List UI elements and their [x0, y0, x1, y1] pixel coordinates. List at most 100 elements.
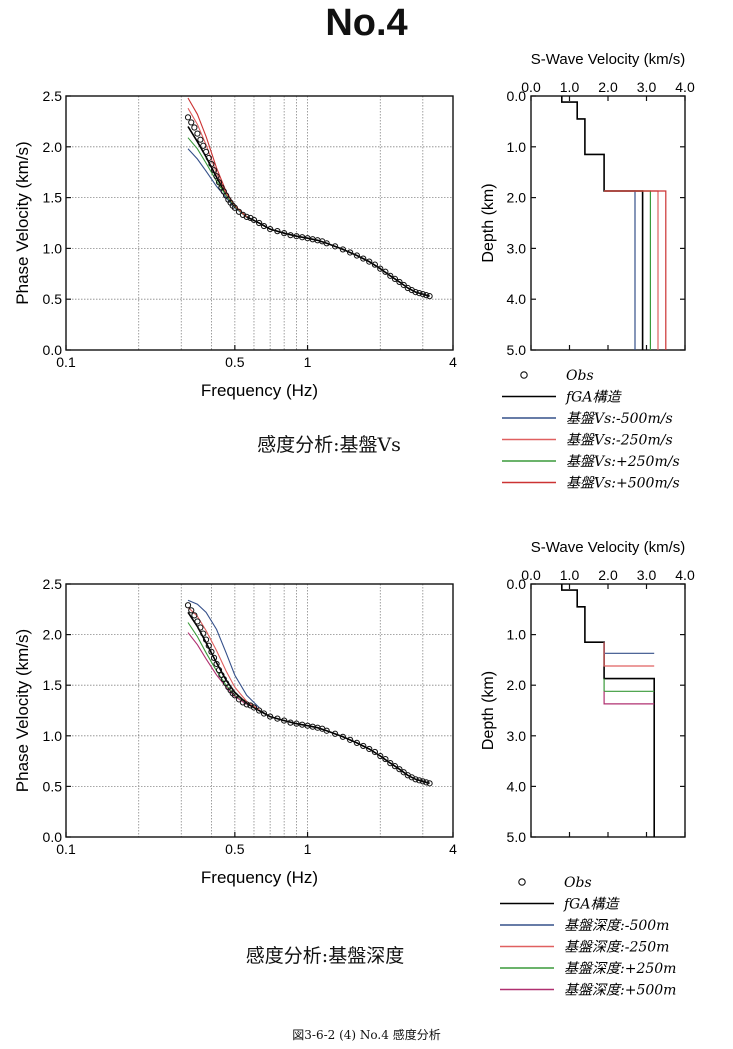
x-tick-label: 1: [304, 354, 312, 370]
legend-label: 基盤Vs:-250m/s: [566, 433, 673, 449]
obs-point: [371, 748, 379, 756]
obs-point: [426, 780, 433, 787]
x-tick-label: 2.0: [598, 79, 618, 95]
obs-point: [416, 290, 423, 297]
obs-point: [274, 228, 281, 235]
obs-point: [205, 642, 212, 649]
chart-title: S-Wave Velocity (km/s): [531, 51, 685, 68]
figure-caption: 図3-6-2 (4) No.4 感度分析: [292, 1028, 441, 1042]
y-tick-label: 2.0: [43, 139, 63, 155]
obs-point: [267, 225, 274, 233]
x-tick-label: 4.0: [675, 79, 695, 95]
obs-point: [382, 755, 389, 763]
profile-line: [603, 642, 655, 654]
obs-point: [360, 255, 367, 262]
chart-title: S-Wave Velocity (km/s): [531, 539, 685, 556]
profile-line: [604, 190, 652, 350]
y-tick-label: 0.5: [43, 778, 63, 794]
y-tick-label: 0.0: [43, 829, 63, 845]
legend-label: 基盤深度:+500m: [564, 983, 676, 999]
obs-point: [202, 636, 210, 643]
obs-point: [339, 246, 346, 253]
obs-point: [366, 258, 373, 265]
y-tick-label: 2.5: [43, 88, 63, 104]
y-tick-label: 3.0: [507, 240, 527, 256]
y-axis-title: Depth (km): [480, 671, 497, 750]
obs-point: [260, 222, 268, 230]
obs-point: [419, 291, 426, 298]
obs-point: [184, 114, 192, 121]
obs-point: [347, 736, 354, 743]
obs-point: [426, 293, 433, 300]
obs-point: [412, 288, 419, 296]
obs-point: [281, 230, 288, 237]
y-axis-title: Depth (km): [480, 183, 497, 262]
legend-label: Obs: [564, 875, 592, 891]
obs-point: [360, 742, 367, 750]
obs-point: [255, 707, 263, 714]
x-tick-label: 2.0: [598, 567, 618, 583]
obs-point: [423, 292, 430, 299]
obs-point: [391, 275, 399, 282]
obs-point: [255, 219, 263, 227]
obs-point: [353, 739, 360, 746]
x-tick-label: 1.0: [560, 567, 580, 583]
obs-point: [366, 745, 373, 753]
y-tick-label: 2.5: [43, 576, 63, 592]
obs-point: [396, 278, 403, 286]
x-tick-label: 3.0: [637, 567, 657, 583]
x-tick-label: 3.0: [637, 79, 657, 95]
series-line: [187, 606, 260, 710]
obs-point: [423, 779, 430, 786]
series-line: [187, 126, 430, 297]
obs-point: [274, 715, 281, 722]
obs-point: [208, 160, 215, 168]
obs-point: [400, 769, 407, 776]
x-tick-label: 0.1: [56, 354, 76, 370]
profile-line: [604, 190, 636, 350]
legend-label: fGA構造: [563, 897, 620, 913]
profile-line: [603, 691, 655, 705]
x-tick-label: 0.5: [225, 841, 245, 857]
series-line: [187, 599, 260, 708]
obs-point: [371, 261, 379, 268]
obs-point: [400, 281, 407, 289]
obs-point: [202, 148, 210, 155]
legend-label: 基盤Vs:+500m/s: [566, 476, 680, 492]
x-axis-title: Frequency (Hz): [201, 381, 318, 400]
obs-point: [191, 612, 198, 619]
y-tick-label: 1.0: [507, 139, 527, 155]
y-tick-label: 2.0: [43, 627, 63, 643]
y-tick-label: 0.0: [43, 342, 63, 358]
obs-point: [396, 766, 403, 773]
velocity-profile-chart-vs: 0.0 1.0 2.0 3.0 4.0 5.0 0.0 1.0 2.0 3.0 4.0 S-Wave …: [480, 51, 695, 358]
legend-obs-marker: [520, 371, 528, 379]
y-tick-label: 0.5: [43, 291, 63, 307]
y-axis-title: Phase Velocity (km/s): [13, 141, 32, 304]
legend-label: Obs: [566, 368, 594, 384]
profile-line: [560, 96, 644, 350]
obs-point: [377, 265, 384, 272]
obs-point: [200, 630, 207, 637]
obs-point: [287, 232, 294, 239]
obs-point: [231, 692, 238, 699]
legend-label: 基盤Vs:+250m/s: [566, 454, 680, 470]
profile-line: [603, 642, 655, 667]
y-tick-label: 0.0: [507, 576, 527, 592]
subtitle-depth: 感度分析:基盤深度: [245, 945, 405, 967]
x-tick-label: 1.0: [560, 79, 580, 95]
obs-point: [197, 136, 204, 143]
series-line: [187, 611, 430, 785]
series-line: [187, 107, 248, 218]
obs-point: [293, 720, 300, 727]
obs-point: [281, 717, 288, 724]
obs-point: [235, 696, 243, 703]
y-tick-label: 5.0: [507, 342, 527, 358]
obs-point: [205, 154, 212, 162]
obs-point: [353, 252, 360, 259]
obs-point: [331, 730, 339, 737]
obs-point: [387, 760, 394, 767]
x-tick-label: 4.0: [675, 567, 695, 583]
